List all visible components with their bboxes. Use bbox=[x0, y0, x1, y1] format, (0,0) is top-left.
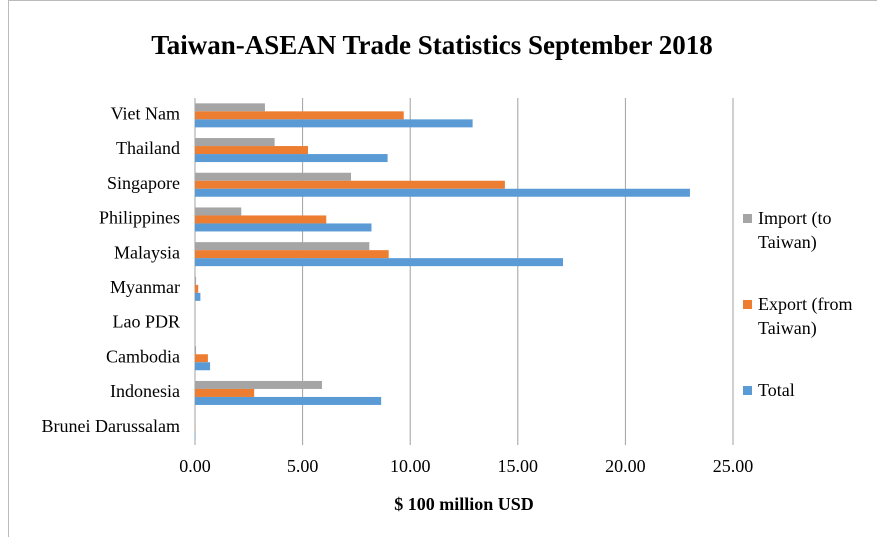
y-tick-label: Brunei Darussalam bbox=[42, 416, 180, 436]
bar bbox=[195, 223, 372, 232]
bar bbox=[195, 242, 370, 251]
bar bbox=[195, 250, 389, 259]
bar bbox=[195, 284, 199, 293]
x-tick-label: 0.00 bbox=[179, 456, 211, 476]
bar bbox=[195, 154, 388, 163]
legend-label: Import (to Taiwan) bbox=[758, 208, 832, 252]
legend-label: Total bbox=[758, 380, 795, 400]
bar bbox=[195, 103, 265, 112]
bar bbox=[195, 138, 275, 147]
bar bbox=[195, 180, 505, 189]
chart-title: Taiwan-ASEAN Trade Statistics September … bbox=[151, 30, 713, 60]
y-tick-label: Thailand bbox=[116, 138, 180, 158]
x-tick-label: 25.00 bbox=[713, 456, 754, 476]
bar bbox=[195, 119, 473, 128]
legend-swatch bbox=[743, 386, 752, 395]
x-tick-label: 5.00 bbox=[287, 456, 319, 476]
y-tick-label: Indonesia bbox=[110, 381, 180, 401]
y-tick-label: Viet Nam bbox=[111, 103, 180, 123]
bar bbox=[195, 215, 327, 224]
bar bbox=[195, 388, 255, 397]
y-tick-label: Myanmar bbox=[110, 277, 180, 297]
bar bbox=[195, 276, 197, 285]
x-tick-label: 15.00 bbox=[498, 456, 539, 476]
y-tick-label: Philippines bbox=[99, 208, 180, 228]
bar bbox=[195, 207, 242, 216]
bar bbox=[195, 292, 201, 301]
bar bbox=[195, 146, 308, 155]
y-tick-label: Singapore bbox=[107, 173, 180, 193]
bar bbox=[195, 396, 382, 405]
bar bbox=[195, 188, 690, 197]
bar bbox=[195, 354, 208, 363]
y-tick-label: Malaysia bbox=[114, 242, 180, 262]
y-tick-label: Cambodia bbox=[106, 346, 180, 366]
y-tick-label: Lao PDR bbox=[113, 312, 181, 332]
bar bbox=[195, 346, 197, 355]
legend-swatch bbox=[743, 214, 752, 223]
x-axis-label: $ 100 million USD bbox=[394, 494, 534, 514]
frame bbox=[8, 0, 877, 537]
bar bbox=[195, 258, 563, 267]
bar bbox=[195, 380, 322, 389]
legend-swatch bbox=[743, 300, 752, 309]
bar bbox=[195, 362, 211, 371]
bar bbox=[195, 172, 352, 181]
x-tick-label: 20.00 bbox=[605, 456, 646, 476]
legend-label: Export (from Taiwan) bbox=[758, 294, 853, 338]
bar bbox=[195, 111, 404, 120]
x-tick-label: 10.00 bbox=[390, 456, 431, 476]
